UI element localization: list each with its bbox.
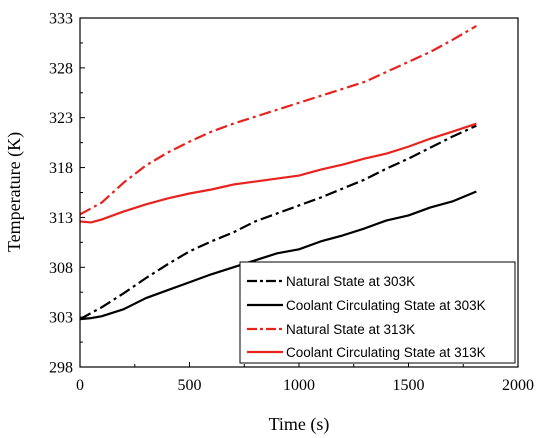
y-tick-label: 313 [49,210,73,227]
y-tick-label: 333 [49,11,73,28]
legend-label-1: Natural State at 303K [286,274,415,289]
series-line-4 [80,122,477,224]
series-layer [80,25,477,321]
x-tick-label: 2000 [502,377,534,394]
legend-box [239,261,516,364]
y-tick-label: 318 [49,160,73,177]
series-line-2 [80,190,477,321]
legend-label-3: Natural State at 313K [286,322,415,337]
x-tick-label: 1000 [283,377,315,394]
x-axis-title: Time (s) [269,414,330,435]
x-tick-label: 1500 [393,377,425,394]
legend-label-4: Coolant Circulating State at 313K [286,345,486,360]
x-tick-label: 0 [76,377,84,394]
y-tick-label: 298 [49,360,73,377]
y-tick-label: 323 [49,110,73,127]
y-axis: 298 303 308 313 318 323 328 333 [49,11,85,377]
y-tick-label: 328 [49,60,73,77]
x-tick-label: 500 [178,377,202,394]
y-axis-title: Temperature (K) [4,132,25,252]
legend: Natural State at 303K Coolant Circulating… [239,261,516,364]
series-line-3 [80,25,477,216]
y-tick-label: 303 [49,310,73,327]
legend-label-2: Coolant Circulating State at 303K [286,298,486,313]
series-line-1 [80,124,477,321]
y-tick-label: 308 [49,260,73,277]
x-axis: 0 500 1000 1500 2000 [76,362,534,394]
